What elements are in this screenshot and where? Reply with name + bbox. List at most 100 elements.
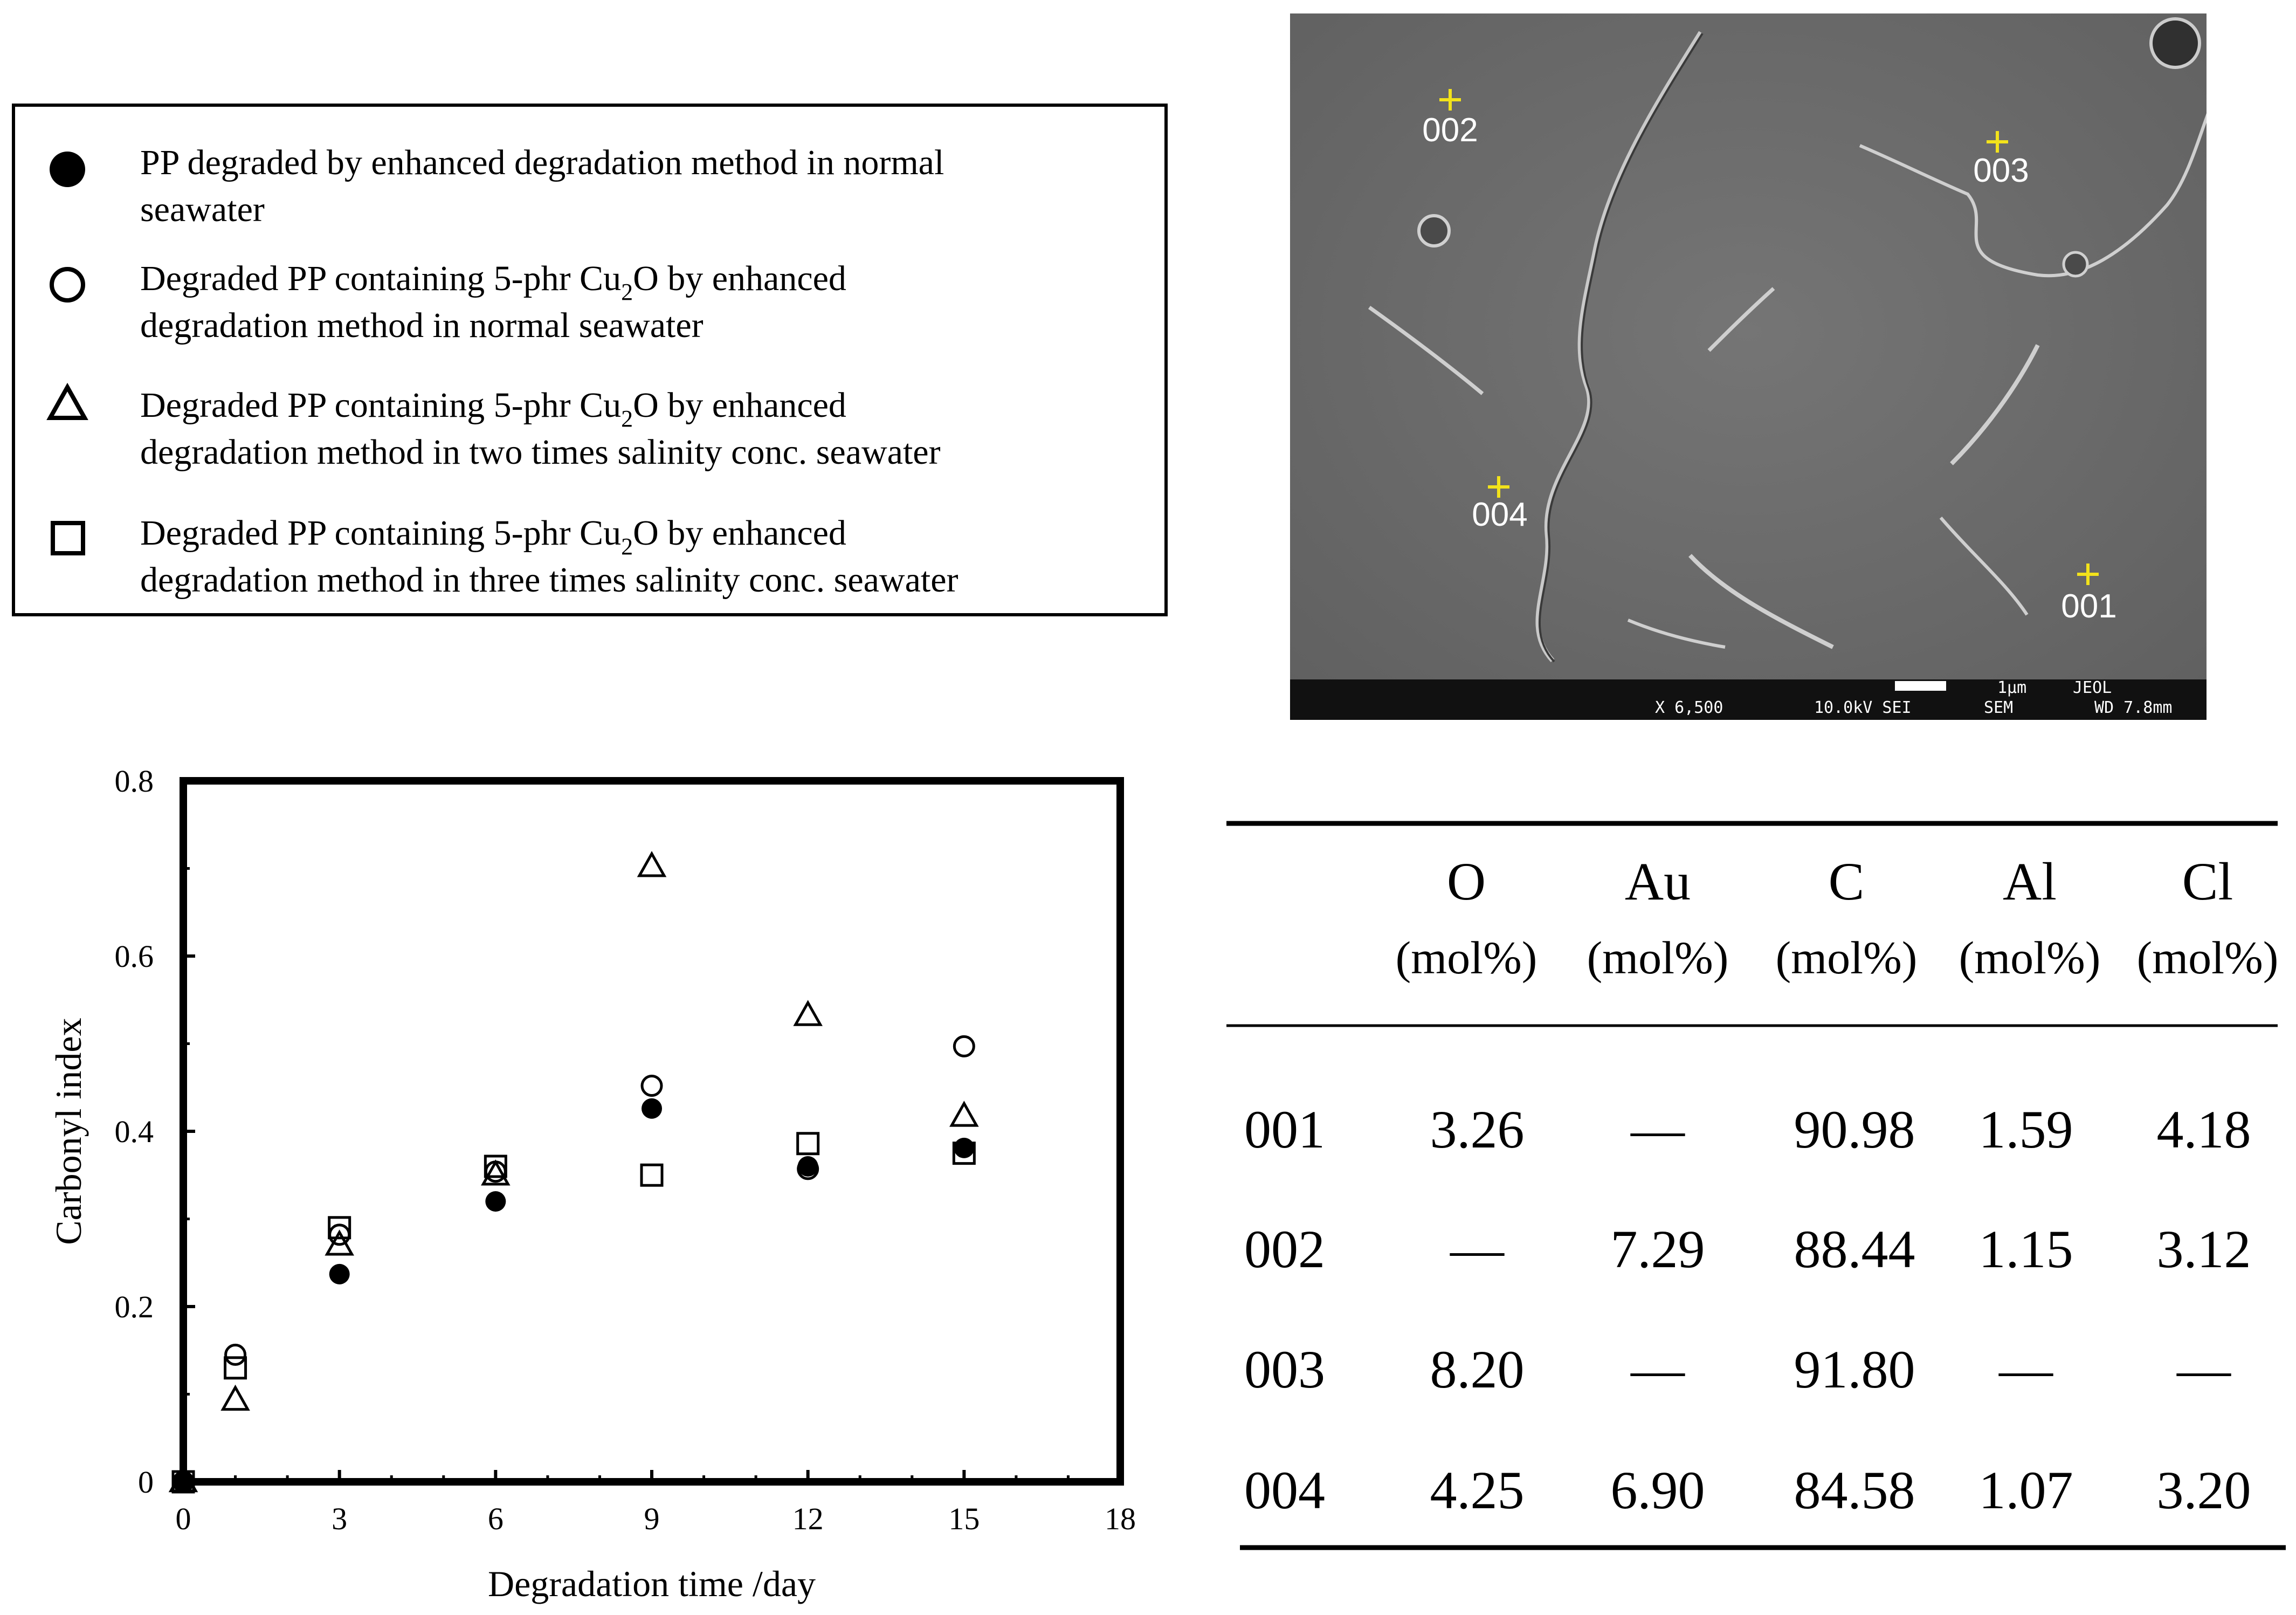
filled-circle-point xyxy=(329,1263,350,1284)
open-triangle-point xyxy=(220,1384,250,1411)
table-cell: 4.18 xyxy=(2157,1099,2251,1159)
table-cell: — xyxy=(1998,1339,2053,1399)
table-cell: 88.44 xyxy=(1794,1219,1915,1279)
sem-point-003: 003 xyxy=(1973,131,2029,189)
y-axis: 0 0.2 0.4 0.6 0.8 xyxy=(115,764,195,1500)
x-axis: 0 3 6 9 12 15 18 xyxy=(176,1470,1136,1536)
crosshair-icon xyxy=(1488,476,1509,498)
sem-working-distance: WD 7.8mm xyxy=(2094,698,2173,717)
legend-text: seawater xyxy=(140,190,265,229)
sem-info-bar: X 6,500 10.0kV SEI SEM 1µm JEOL WD 7.8mm xyxy=(1290,678,2207,720)
sem-crack xyxy=(1688,554,1834,649)
table-cell: 1.07 xyxy=(1979,1460,2073,1520)
svg-text:003: 003 xyxy=(1973,152,2029,189)
open-circle-point xyxy=(953,1035,975,1057)
x-axis-label: Degradation time /day xyxy=(488,1563,816,1604)
legend-item-pp-normal: PP degraded by enhanced degradation meth… xyxy=(50,143,944,229)
y-tick-label: 0.2 xyxy=(115,1289,154,1324)
column-header-au: Au xyxy=(1625,851,1691,911)
open-square-point xyxy=(484,1154,507,1178)
table-row: 002 — 7.29 88.44 1.15 3.12 xyxy=(1244,1219,2251,1279)
x-tick-label: 18 xyxy=(1105,1501,1136,1536)
sem-crack xyxy=(1627,618,1726,649)
table-cell: 3.26 xyxy=(1430,1099,1525,1159)
open-triangle-point xyxy=(325,1229,354,1256)
carbonyl-index-chart: 0 3 6 9 12 15 18 0 0.2 0.4 0.6 0.8 Degradation tim… xyxy=(48,764,1136,1604)
x-tick-label: 15 xyxy=(948,1501,980,1536)
column-header-cl: Cl xyxy=(2182,851,2233,911)
y-tick-label: 0.8 xyxy=(115,764,154,799)
column-header-o: O xyxy=(1447,851,1486,911)
table-cell: 84.58 xyxy=(1794,1460,1915,1520)
svg-text:004: 004 xyxy=(1472,496,1527,533)
open-square-point xyxy=(952,1142,976,1165)
x-tick-label: 3 xyxy=(332,1501,347,1536)
sem-crack xyxy=(1859,113,2207,278)
svg-text:002: 002 xyxy=(1422,112,1478,149)
open-square-point xyxy=(224,1356,247,1380)
row-id: 001 xyxy=(1244,1099,1325,1159)
row-id: 002 xyxy=(1244,1219,1325,1279)
open-square-marker-icon xyxy=(51,521,85,555)
column-unit: (mol%) xyxy=(1587,932,1729,984)
sem-crack xyxy=(1535,31,1703,663)
sem-point-002: 002 xyxy=(1422,89,1478,149)
sem-pore xyxy=(2062,251,2089,278)
open-square-point xyxy=(796,1132,820,1156)
sem-crack xyxy=(1939,517,2029,616)
legend-text: Degraded PP containing 5-phr Cu2O by enh… xyxy=(140,513,846,560)
sem-pore xyxy=(1417,214,1451,248)
open-circle-point xyxy=(797,1158,819,1180)
table-row: 003 8.20 — 91.80 — — xyxy=(1244,1339,2231,1399)
y-tick-label: 0 xyxy=(138,1465,154,1500)
sem-crack xyxy=(1950,344,2040,465)
open-triangle-marker-icon xyxy=(46,382,88,420)
sem-background xyxy=(1290,13,2207,679)
legend-text: degradation method in two times salinity… xyxy=(140,432,941,472)
legend-text: Degraded PP containing 5-phr Cu2O by enh… xyxy=(140,259,846,305)
sem-pore xyxy=(2149,17,2201,69)
column-header-c: C xyxy=(1829,851,1865,911)
table-header: O (mol%) Au (mol%) C (mol%) Al (mol%) Cl (mol%) xyxy=(1396,851,2279,984)
legend-text: Degraded PP containing 5-phr Cu2O by enh… xyxy=(140,386,846,432)
open-circle-marker-icon xyxy=(50,267,85,303)
table-row: 001 3.26 — 90.98 1.59 4.18 xyxy=(1244,1099,2251,1159)
table-cell: — xyxy=(1630,1099,1685,1159)
crosshair-icon xyxy=(2077,563,2099,585)
sem-crack xyxy=(1707,287,1775,352)
legend-text: PP degraded by enhanced degradation meth… xyxy=(140,143,944,182)
table-cell: 3.20 xyxy=(2157,1460,2251,1520)
table-cell: 7.29 xyxy=(1611,1219,1705,1279)
table-cell: — xyxy=(1630,1339,1685,1399)
y-axis-label: Carbonyl index xyxy=(48,1018,89,1245)
x-tick-label: 12 xyxy=(792,1501,824,1536)
plot-frame xyxy=(180,777,1124,1486)
table-cell: 8.20 xyxy=(1430,1339,1525,1399)
row-id: 003 xyxy=(1244,1339,1325,1399)
sem-magnification: X 6,500 xyxy=(1655,698,1723,717)
column-unit: (mol%) xyxy=(1396,932,1537,984)
table-row: 004 4.25 6.90 84.58 1.07 3.20 xyxy=(1244,1460,2251,1520)
y-tick-label: 0.4 xyxy=(115,1114,154,1149)
legend-text: degradation method in three times salini… xyxy=(140,560,959,600)
legend-text: degradation method in normal seawater xyxy=(140,306,704,345)
sem-micrograph: 002 003 004 001 xyxy=(1290,13,2207,679)
sem-scale-label: 1µm xyxy=(1997,678,2026,697)
table-body: 001 3.26 — 90.98 1.59 4.18 002 — 7.29 88.44 1.15 3.… xyxy=(1244,1099,2251,1520)
table-cell: 1.59 xyxy=(1979,1099,2073,1159)
sem-scale-bar xyxy=(1895,681,1946,691)
sem-brand: JEOL xyxy=(2073,678,2112,697)
data-markers xyxy=(168,851,979,1494)
sem-voltage: 10.0kV SEI xyxy=(1814,698,1912,717)
open-square-point xyxy=(171,1470,195,1494)
open-triangle-point xyxy=(637,851,667,877)
open-triangle-point xyxy=(793,1000,823,1026)
legend-box: PP degraded by enhanced degradation meth… xyxy=(12,104,1168,616)
column-header-al: Al xyxy=(2003,851,2057,911)
y-tick-label: 0.6 xyxy=(115,939,154,974)
table-cell: 90.98 xyxy=(1794,1099,1915,1159)
sem-crack xyxy=(1368,306,1484,395)
sem-crack xyxy=(1538,32,1704,663)
open-square-point xyxy=(328,1216,351,1240)
